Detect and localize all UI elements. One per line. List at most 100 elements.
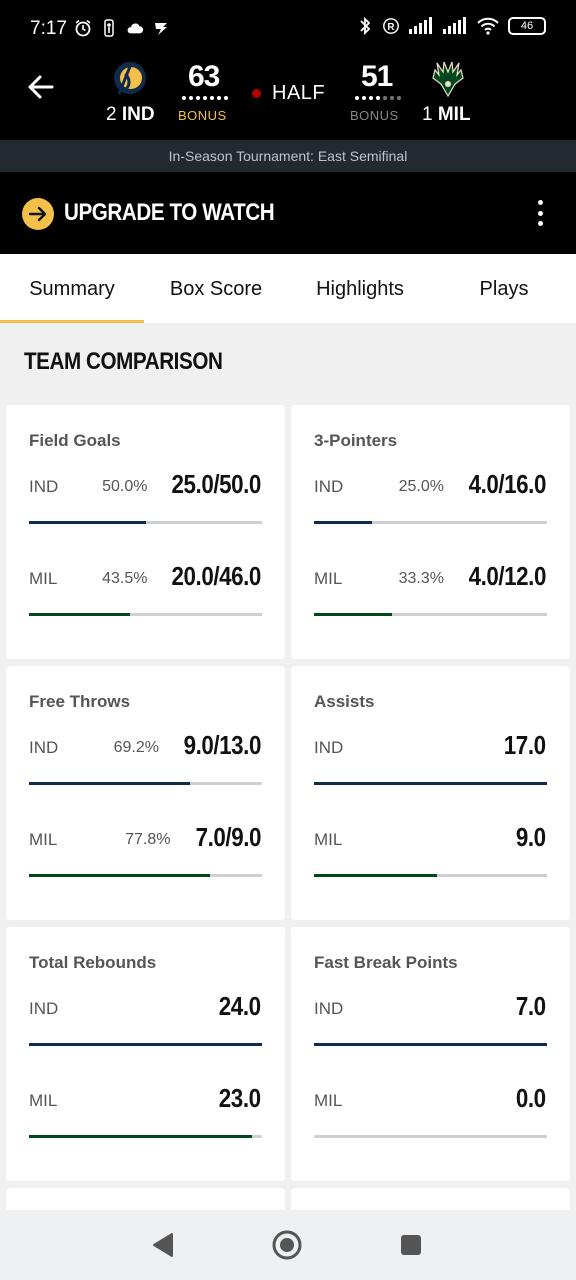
stat-bar-fill	[29, 521, 146, 524]
stat-bar	[29, 874, 262, 877]
away-team-label: 1 MIL	[422, 104, 471, 125]
stat-percentage: 69.2%	[113, 739, 159, 756]
cloud-icon	[126, 19, 144, 37]
stat-team-label: MIL	[314, 569, 343, 588]
wifi-icon	[476, 17, 500, 35]
stat-bar-fill	[29, 1043, 262, 1046]
stat-value: 7.0/9.0	[195, 822, 262, 852]
bluetooth-icon	[356, 16, 374, 36]
stat-value: 25.0/50.0	[171, 469, 262, 499]
section-title: TEAM COMPARISON	[24, 348, 223, 375]
stat-card-title: Free Throws	[29, 692, 131, 711]
stat-bar	[314, 521, 547, 524]
stat-bar	[29, 613, 262, 616]
live-indicator	[252, 89, 261, 98]
game-period: HALF	[272, 82, 326, 104]
home-score: 63	[188, 60, 220, 93]
signal-icon	[442, 17, 468, 35]
nav-home-icon[interactable]	[270, 1228, 304, 1262]
stat-bar	[29, 782, 262, 785]
stat-value: 7.0	[516, 991, 546, 1021]
stat-team-label: IND	[314, 999, 344, 1018]
stat-team-label: MIL	[314, 1091, 343, 1110]
stat-team-label: MIL	[314, 830, 343, 849]
stat-value: 4.0/16.0	[468, 469, 547, 499]
game-scoreboard: 2 IND 63 BONUS HALF 51 BONUS 1 MIL	[0, 58, 576, 140]
stat-team-label: MIL	[29, 1091, 58, 1110]
stat-value: 20.0/46.0	[171, 561, 262, 591]
stat-value: 0.0	[516, 1083, 546, 1113]
stat-team-label: IND	[29, 999, 59, 1018]
tab-highlights[interactable]: Highlights	[316, 278, 404, 300]
home-team-label: 2 IND	[106, 104, 155, 125]
stat-card: 3-Pointers IND 4.0/16.0 25.0% MIL 4.0/12.0 33.…	[291, 405, 570, 659]
stat-bar-fill	[314, 874, 438, 877]
stat-bar-fill	[314, 613, 392, 616]
stat-percentage: 33.3%	[398, 570, 444, 587]
stat-bar	[314, 874, 547, 877]
system-nav-bar	[0, 1210, 576, 1280]
more-options-icon[interactable]	[528, 198, 552, 228]
stat-bar-fill	[314, 521, 373, 524]
stat-team-label: MIL	[29, 569, 58, 588]
upgrade-banner: UPGRADE TO WATCH	[0, 172, 576, 254]
stat-percentage: 25.0%	[398, 478, 444, 495]
home-bonus-label: BONUS	[178, 108, 227, 123]
tournament-banner: In-Season Tournament: East Semifinal	[0, 140, 576, 172]
stat-bar	[314, 613, 547, 616]
stat-bar-fill	[29, 782, 191, 785]
stat-bar	[29, 1043, 262, 1046]
stat-value: 9.0	[516, 822, 546, 852]
stat-card: Field Goals IND 25.0/50.0 50.0% MIL 20.0/46.0…	[6, 405, 285, 659]
game-tabs: Summary Box Score Highlights Plays	[0, 254, 576, 323]
stat-card: Free Throws IND 9.0/13.0 69.2% MIL 7.0/9.0 77.…	[6, 666, 285, 920]
stat-team-label: IND	[314, 738, 344, 757]
alarm-icon	[74, 19, 92, 37]
stat-value: 23.0	[219, 1083, 261, 1113]
nba-icon	[100, 19, 118, 37]
stat-bar-fill	[29, 874, 211, 877]
stat-bar	[314, 1135, 547, 1138]
battery-indicator: 46	[508, 17, 546, 35]
stat-team-label: IND	[314, 477, 344, 496]
status-bar: 7:17 R 46	[0, 0, 576, 58]
pacers-logo-icon	[110, 60, 150, 96]
nav-back-icon[interactable]	[146, 1228, 180, 1262]
tab-plays[interactable]: Plays	[479, 278, 529, 300]
tab-box-score[interactable]: Box Score	[169, 278, 263, 300]
stat-team-label: IND	[29, 477, 59, 496]
stat-value: 4.0/12.0	[468, 561, 547, 591]
registered-icon: R	[382, 17, 400, 35]
away-bonus-label: BONUS	[350, 108, 399, 123]
stat-bar-fill	[29, 613, 131, 616]
home-timeouts	[182, 96, 228, 100]
stat-bar	[29, 521, 262, 524]
stat-card: Assists IND 17.0 MIL 9.0	[291, 666, 570, 920]
stat-percentage: 43.5%	[102, 570, 148, 587]
stat-bar	[314, 782, 547, 785]
stat-value: 17.0	[504, 730, 546, 760]
stat-percentage: 50.0%	[102, 478, 148, 495]
stat-value: 9.0/13.0	[183, 730, 262, 760]
stat-card-title: Field Goals	[29, 431, 121, 450]
status-time: 7:17	[30, 18, 67, 39]
bucks-logo-icon	[430, 58, 470, 98]
upgrade-to-watch-button[interactable]: UPGRADE TO WATCH	[64, 199, 275, 226]
stat-card-title: 3-Pointers	[314, 431, 398, 450]
back-arrow-icon[interactable]	[24, 70, 58, 104]
stat-card-title: Assists	[314, 692, 375, 711]
stat-team-label: MIL	[29, 830, 58, 849]
away-score: 51	[361, 60, 393, 93]
stat-card: Fast Break Points IND 7.0 MIL 0.0	[291, 927, 570, 1181]
stat-bar-fill	[29, 1135, 253, 1138]
svg-text:R: R	[387, 22, 394, 33]
stat-bar	[314, 1043, 547, 1046]
nav-recents-icon[interactable]	[394, 1228, 428, 1262]
stat-bar-fill	[314, 782, 547, 785]
stat-card-title: Total Rebounds	[29, 953, 157, 972]
arrow-right-icon[interactable]	[22, 198, 54, 230]
tab-summary[interactable]: Summary	[0, 254, 144, 323]
away-timeouts	[355, 96, 401, 100]
app-icon	[152, 19, 170, 37]
stat-value: 24.0	[219, 991, 261, 1021]
